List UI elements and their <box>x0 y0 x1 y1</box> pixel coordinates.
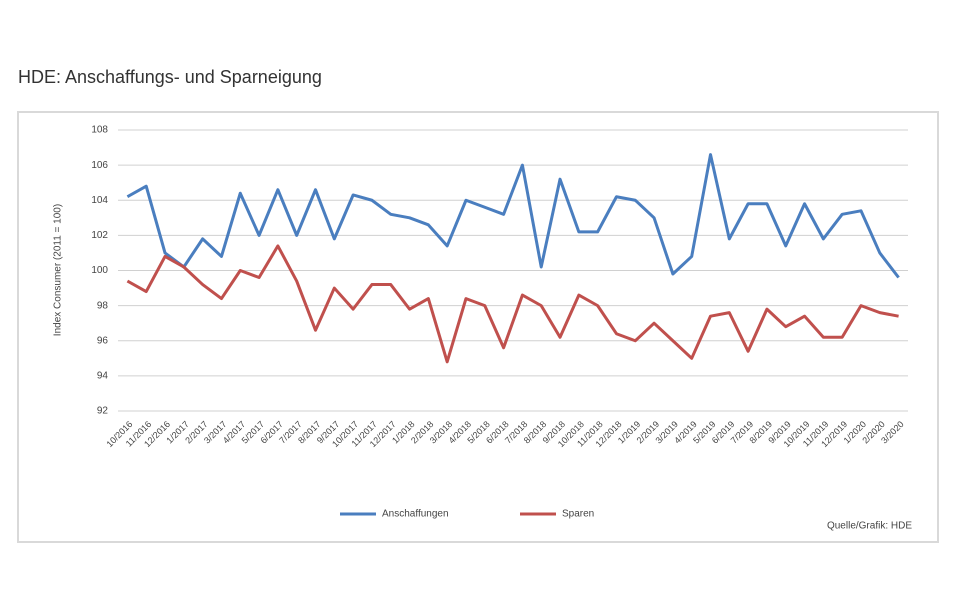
chart-frame <box>17 111 939 543</box>
y-tick-label: 98 <box>97 300 109 311</box>
source: Quelle/Grafik: HDE <box>827 521 912 532</box>
y-tick-label: 108 <box>91 125 108 136</box>
y-tick-label: 106 <box>91 160 108 171</box>
y-axis-label: Index Consumer (2011 = 100) <box>53 204 64 336</box>
y-tick-label: 94 <box>97 371 109 382</box>
legend-label: Sparen <box>562 509 594 520</box>
line-series <box>126 153 900 279</box>
y-tick-label: 92 <box>97 406 109 417</box>
legend-label: Anschaffungen <box>382 509 449 520</box>
y-tick-label: 102 <box>91 230 108 241</box>
y-tick-label: 104 <box>91 195 108 206</box>
line-series <box>126 244 899 364</box>
y-tick-label: 96 <box>97 335 109 346</box>
y-tick-label: 100 <box>91 265 108 276</box>
chart-title: HDE: Anschaffungs- und Sparneigung <box>18 67 322 87</box>
